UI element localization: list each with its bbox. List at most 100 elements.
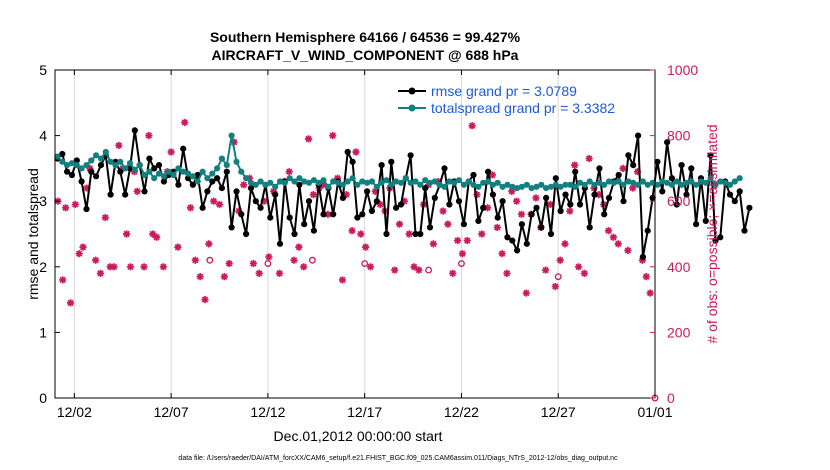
obs-assimilated-marker (225, 259, 233, 268)
spread-point (581, 181, 588, 188)
spread-point (412, 178, 419, 185)
obs-assimilated-marker (285, 168, 293, 176)
spread-point (315, 179, 322, 186)
spread-point (359, 178, 366, 185)
rmse-point (717, 234, 724, 241)
obs-count-layer (54, 118, 659, 402)
obs-assimilated-marker (153, 233, 161, 241)
obs-assimilated-marker (604, 227, 613, 235)
rmse-point (509, 237, 516, 244)
obs-assimilated-marker (532, 194, 540, 202)
spread-point (494, 179, 501, 186)
rmse-point (228, 224, 235, 231)
y-tick-label-right: 200 (667, 324, 691, 340)
obs-assimilated-marker (614, 240, 622, 248)
obs-assimilated-marker (444, 220, 452, 228)
obs-assimilated-marker (324, 210, 332, 218)
rmse-point (407, 152, 414, 159)
legend-rmse-marker (408, 87, 416, 95)
obs-possible-marker (264, 260, 272, 267)
spread-point (465, 178, 472, 185)
spread-point (320, 177, 327, 184)
obs-assimilated-marker (106, 263, 114, 271)
spread-point (276, 178, 284, 185)
spread-point (683, 179, 690, 186)
obs-assimilated-marker (357, 230, 365, 238)
spread-point (296, 175, 303, 182)
y-tick-label-left: 1 (39, 324, 47, 340)
obs-assimilated-marker (240, 181, 248, 189)
spread-point (417, 181, 424, 188)
obs-assimilated-marker (265, 253, 273, 261)
spread-point (180, 168, 187, 175)
spread-point (141, 171, 148, 179)
obs-assimilated-marker (429, 240, 437, 248)
obs-assimilated-marker (290, 256, 298, 264)
obs-assimilated-marker (646, 289, 654, 297)
spread-point (688, 178, 695, 185)
spread-point (286, 175, 293, 182)
spread-point (160, 173, 167, 180)
spread-point (639, 178, 647, 185)
spread-point (136, 162, 143, 169)
spread-point (364, 179, 371, 186)
spread-point (455, 177, 463, 184)
rmse-point (93, 173, 100, 180)
spread-point (702, 179, 709, 186)
obs-assimilated-marker (517, 210, 526, 218)
rmse-point (305, 198, 313, 205)
obs-assimilated-marker (522, 289, 530, 297)
rmse-point (746, 204, 753, 211)
spread-point (596, 179, 603, 186)
spread-point (383, 177, 390, 184)
spread-point (185, 170, 192, 177)
spread-point (151, 175, 158, 182)
rmse-point (291, 230, 298, 238)
plot-frame (54, 69, 656, 399)
obs-assimilated-marker (642, 273, 650, 281)
obs-assimilated-marker (83, 184, 91, 192)
spread-point (388, 181, 395, 188)
spread-point (112, 162, 119, 169)
obs-assimilated-marker (609, 233, 617, 241)
obs-assimilated-marker (329, 132, 337, 140)
obs-assimilated-marker (245, 174, 254, 182)
spread-point (368, 178, 375, 185)
spread-point (731, 178, 738, 185)
legend-spread-label: totalspread grand pr = 3.3382 (431, 100, 615, 116)
rmse-point (726, 191, 734, 198)
obs-assimilated-marker (395, 220, 404, 228)
spread-point (122, 165, 129, 172)
obs-assimilated-marker (140, 263, 148, 271)
spread-point (693, 181, 700, 188)
obs-assimilated-marker (149, 230, 157, 238)
obs-assimilated-marker (186, 204, 195, 212)
rmse-point (736, 188, 743, 195)
spread-point (214, 165, 221, 172)
x-tick-label: 01/01 (637, 404, 672, 420)
rmse-point (252, 198, 259, 205)
spread-point (538, 181, 545, 188)
spread-point (126, 160, 134, 167)
y-axis-label-right: # of obs: o=possible; ×=assimilated (704, 124, 720, 343)
y-tick-label-left: 3 (39, 193, 47, 209)
obs-assimilated-marker (473, 191, 481, 199)
x-axis-label: Dec.01,2012 00:00:00 start (274, 428, 443, 444)
obs-assimilated-marker (478, 230, 486, 238)
obs-assimilated-marker (260, 197, 268, 205)
spread-point (233, 158, 240, 165)
rmse-point (296, 181, 303, 188)
obs-assimilated-marker (488, 171, 497, 179)
obs-assimilated-marker (352, 148, 360, 156)
obs-possible-marker (554, 273, 562, 281)
obs-assimilated-marker (410, 263, 418, 271)
obs-possible-marker (206, 256, 214, 264)
rmse-point (59, 150, 66, 158)
obs-assimilated-marker (546, 200, 555, 209)
spread-point (664, 179, 671, 186)
rmse-point (567, 201, 574, 208)
obs-assimilated-marker (275, 269, 284, 277)
rmse-point (310, 227, 317, 234)
obs-assimilated-marker (295, 243, 303, 251)
